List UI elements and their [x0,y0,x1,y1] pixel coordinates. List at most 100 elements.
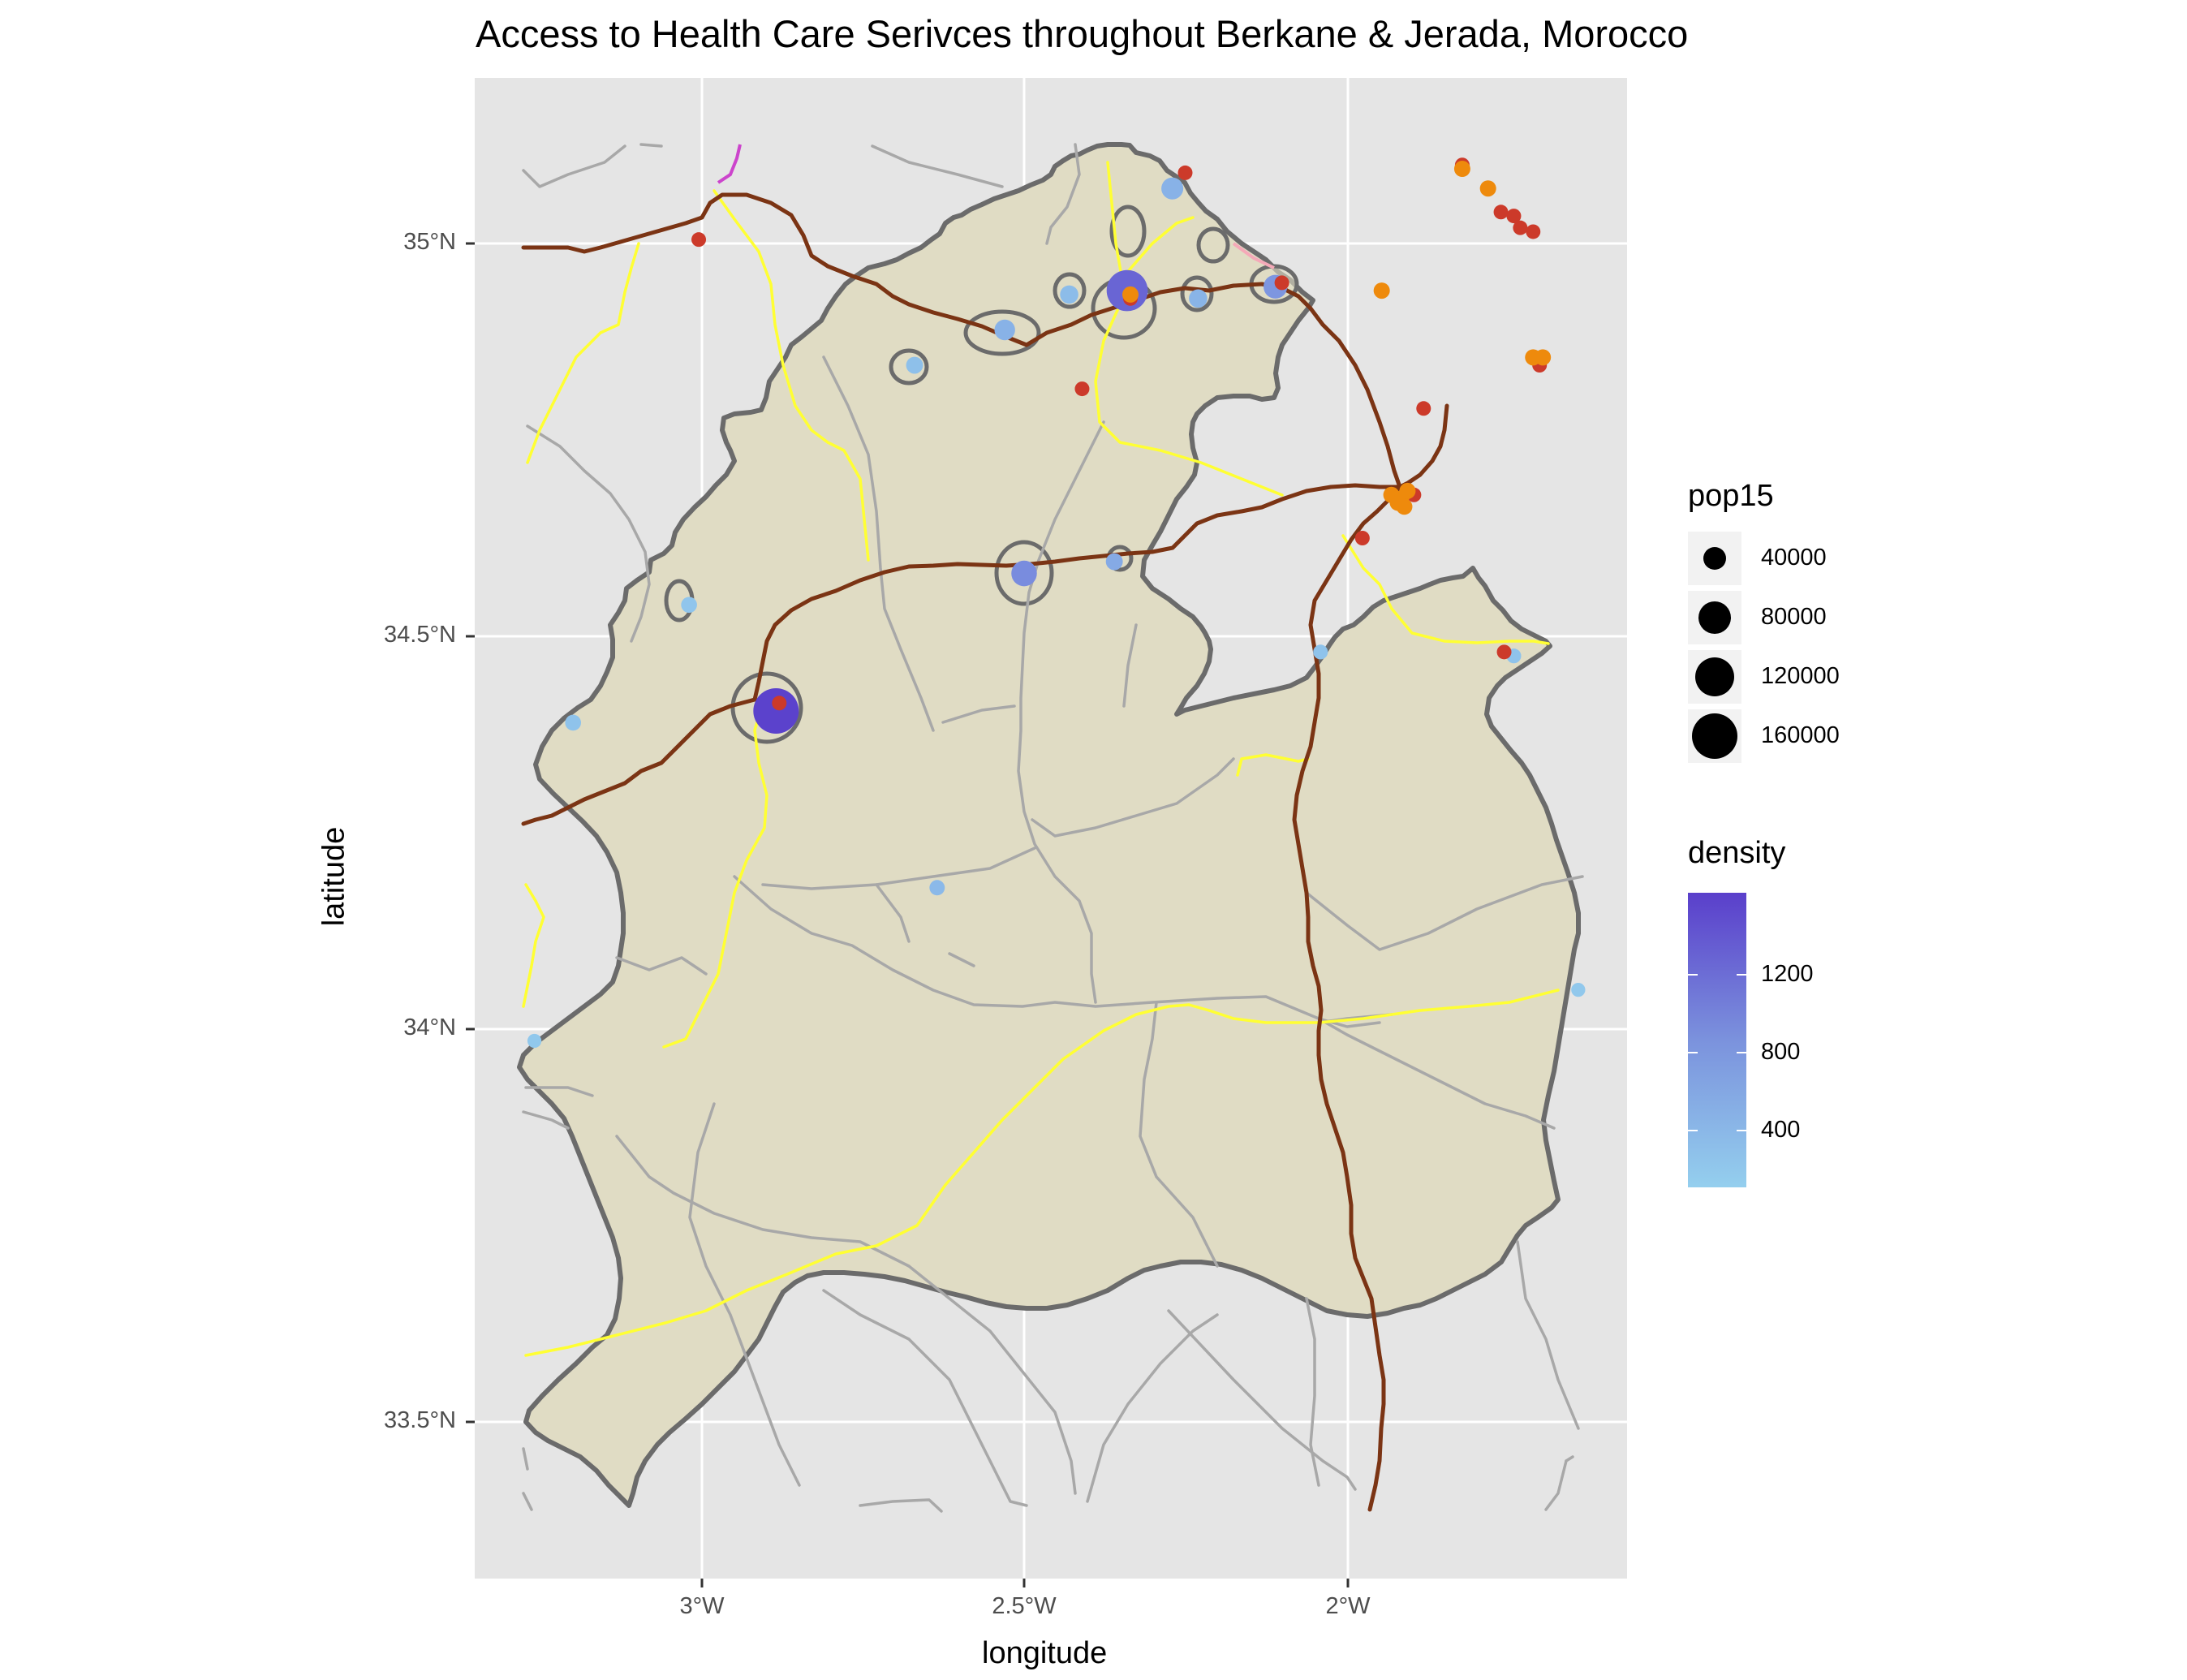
density-legend-label: 1200 [1761,961,1814,987]
health-facility-point [1506,209,1522,224]
town-point [1571,982,1586,997]
secondary-road [1236,753,1310,777]
minor-road [1544,1459,1568,1511]
minor-road [871,144,1004,188]
primary-road [521,192,1402,489]
minor-road [1017,420,1105,1004]
region-boundary [517,142,1581,1508]
minor-road [522,1447,529,1471]
pop15-legend-label: 120000 [1761,663,1840,689]
minor-road [1565,1455,1574,1462]
minor-road [1122,623,1138,708]
map-title: Access to Health Care Serivces throughou… [476,12,1689,55]
minor-road [948,952,975,967]
health-facility-point [1389,494,1406,511]
pop15-legend-title: pop15 [1688,479,1774,513]
town-point [1161,177,1184,200]
density-legend-label: 400 [1761,1117,1801,1143]
minor-road [1139,1001,1219,1268]
health-facility-points [691,157,1552,711]
density-colorbar [1688,893,1746,1187]
border-road-magenta [717,144,742,184]
x-tick-label: 2.5°W [992,1593,1057,1619]
town-point [565,714,582,731]
pop15-legend-label: 80000 [1761,604,1827,630]
town-point [681,597,697,614]
minor-road [688,1102,801,1487]
primary-road [521,697,757,826]
primary-road [1292,485,1402,1512]
health-facility-point [1354,531,1370,545]
secondary-road [1094,161,1284,497]
minor-road [1317,1017,1556,1130]
health-facility-point [1416,401,1431,416]
secondary-road [712,189,870,562]
y-axis-label: latitude [316,826,351,927]
health-facility-point [1373,282,1390,299]
health-facility-point [1496,644,1512,660]
x-tick-label: 2°W [1325,1593,1371,1619]
minor-road [1045,143,1081,245]
health-facility-point [1399,482,1416,499]
contour-ring [1109,205,1147,258]
density-legend-label: 800 [1761,1039,1801,1065]
health-facility-point [1493,205,1509,220]
primary-road [752,483,1402,702]
town-point [753,687,799,734]
town-point [1189,289,1208,308]
minor-road [875,883,911,943]
minor-road [615,956,708,976]
secondary-road [526,242,640,464]
minor-road [907,1264,1077,1495]
town-point [1313,644,1328,660]
health-facility-point [1177,165,1193,180]
town-point [1105,553,1123,571]
legend-size-symbol [1698,601,1731,634]
minor-road [522,144,626,188]
minor-road [526,424,651,643]
y-tick-label: 33.5°N [384,1407,456,1433]
minor-road [1305,875,1584,951]
x-axis-label: longitude [982,1636,1108,1670]
secondary-road [662,700,768,1049]
town-point [1011,560,1037,587]
minor-road [822,355,935,732]
minor-road [733,875,1381,1028]
minor-road [1167,1309,1357,1491]
legend-size-symbol [1703,547,1726,570]
health-facility-point [1274,275,1289,291]
health-facility-point [1479,180,1496,197]
health-facility-point [1122,286,1139,303]
minor-road [822,1289,1028,1507]
minor-road [1305,1297,1320,1487]
pop15-legend-label: 40000 [1761,545,1827,571]
legend-size-symbol [1692,713,1737,759]
pop15-legend [1688,532,1741,763]
axis-ticks [466,242,1350,1587]
town-point [1060,285,1078,304]
health-facility-point [772,696,787,711]
x-tick-label: 3°W [679,1593,725,1619]
town-point [906,356,923,374]
minor-road [1516,1240,1580,1430]
town-point [527,1033,542,1049]
colorbar-ticks [1688,974,1746,1131]
health-facility-point [1074,381,1090,397]
minor-road [941,704,1016,724]
primary-roads [521,192,1449,1512]
minor-roads [522,143,1584,1513]
legend-size-symbol [1695,657,1734,696]
town-point [929,880,945,896]
health-facility-point [1513,220,1528,235]
y-tick-label: 34°N [403,1014,456,1040]
y-tick-label: 35°N [403,229,456,255]
minor-road [522,1492,533,1511]
town-point [994,319,1015,341]
minor-road [1086,1313,1219,1503]
contour-ring [1196,226,1230,264]
health-facility-point [1526,224,1541,239]
y-tick-label: 34.5°N [384,622,456,648]
secondary-road [524,1003,1190,1357]
minor-road [761,846,1036,890]
